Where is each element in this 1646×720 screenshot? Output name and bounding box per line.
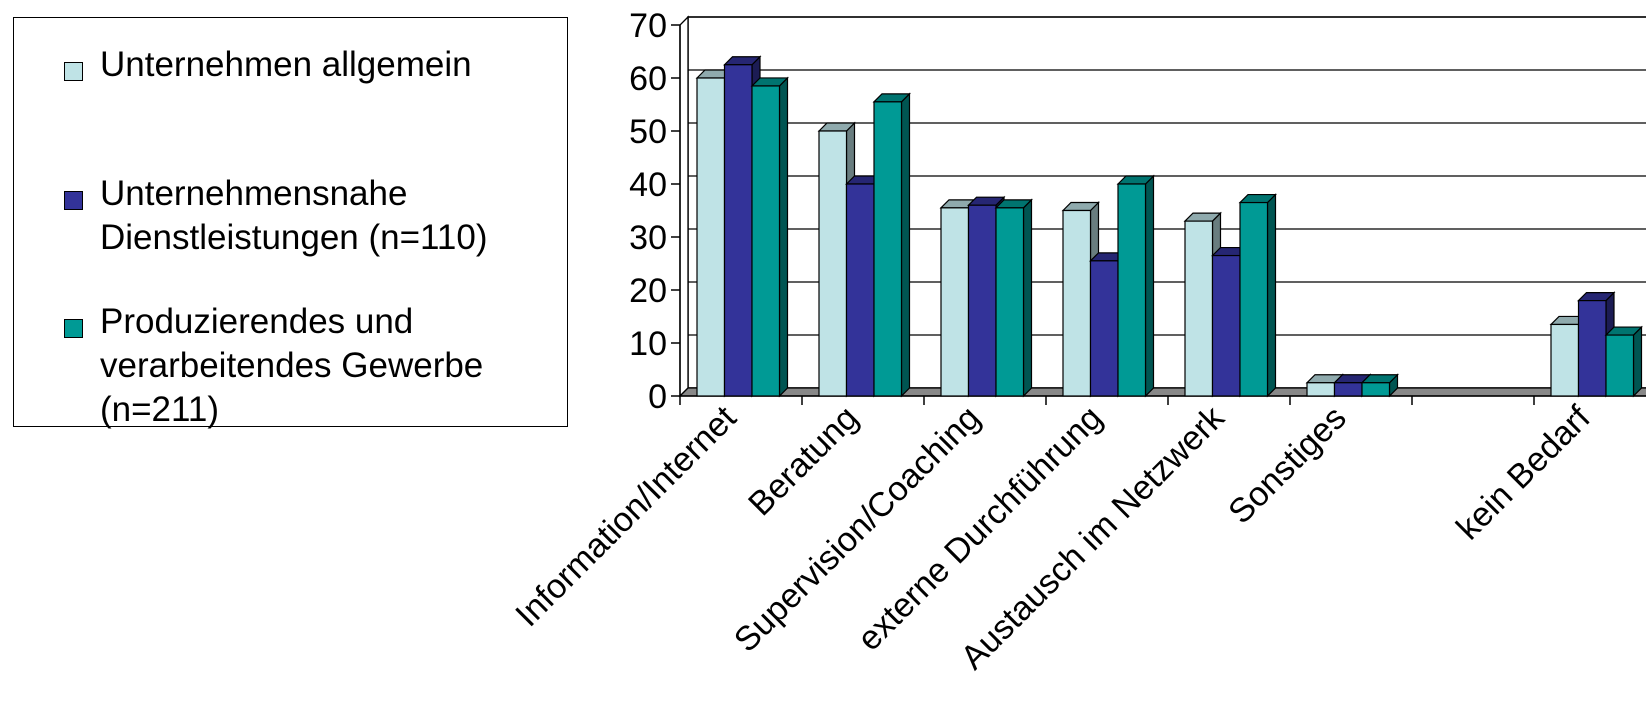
bar-side xyxy=(902,94,910,396)
bar-2-5 xyxy=(1362,375,1398,396)
bar-front xyxy=(697,78,725,396)
y-tick-label-4: 40 xyxy=(629,166,667,204)
bar-front xyxy=(1307,383,1335,396)
y-tick-label-0: 0 xyxy=(648,378,667,416)
x-tick-label-1: Beratung xyxy=(741,399,865,523)
bar-side xyxy=(1146,176,1154,396)
y-tick-label-5: 50 xyxy=(629,113,667,151)
y-tick-label-3: 30 xyxy=(629,219,667,257)
bar-front xyxy=(996,208,1024,396)
bar-side xyxy=(1268,195,1276,396)
x-tick-label-3: externe Durchführung xyxy=(850,399,1109,658)
bar-front xyxy=(1579,301,1607,396)
bar-front xyxy=(1091,261,1119,396)
bar-front xyxy=(1335,383,1363,396)
bar-front xyxy=(969,205,997,396)
bar-front xyxy=(1606,335,1634,396)
x-tick-label-5: Sonstiges xyxy=(1221,399,1353,531)
bar-front xyxy=(1118,184,1146,396)
y-tick-label-6: 60 xyxy=(629,60,667,98)
bar-front xyxy=(1185,221,1213,396)
bar-front xyxy=(725,65,753,396)
bar-side xyxy=(1024,200,1032,396)
bar-front xyxy=(847,184,875,396)
plot-side-wall xyxy=(680,17,688,396)
y-tick-label-1: 10 xyxy=(629,325,667,363)
bar-front xyxy=(819,131,847,396)
bar-side xyxy=(780,78,788,396)
bar-front xyxy=(941,208,969,396)
bar-front xyxy=(1362,383,1390,396)
x-tick-label-2: Supervision/Coaching xyxy=(727,399,988,660)
bar-front xyxy=(752,86,780,396)
bar-front xyxy=(1240,203,1268,396)
y-tick-label-2: 20 xyxy=(629,272,667,310)
bar-front xyxy=(874,102,902,396)
bar-front xyxy=(1063,211,1091,397)
bar-front xyxy=(1551,324,1579,396)
bar-2-3 xyxy=(1118,176,1154,396)
y-tick-label-7: 70 xyxy=(629,7,667,45)
bar-2-0 xyxy=(752,78,788,396)
bar-side xyxy=(1634,327,1642,396)
bar-2-4 xyxy=(1240,195,1276,396)
x-tick-label-0: Information/Internet xyxy=(508,398,744,634)
bar-front xyxy=(1213,256,1241,396)
x-tick-label-7: kein Bedarf xyxy=(1449,398,1598,547)
bar-2-1 xyxy=(874,94,910,396)
bar-2-7 xyxy=(1606,327,1642,396)
bar-2-2 xyxy=(996,200,1032,396)
